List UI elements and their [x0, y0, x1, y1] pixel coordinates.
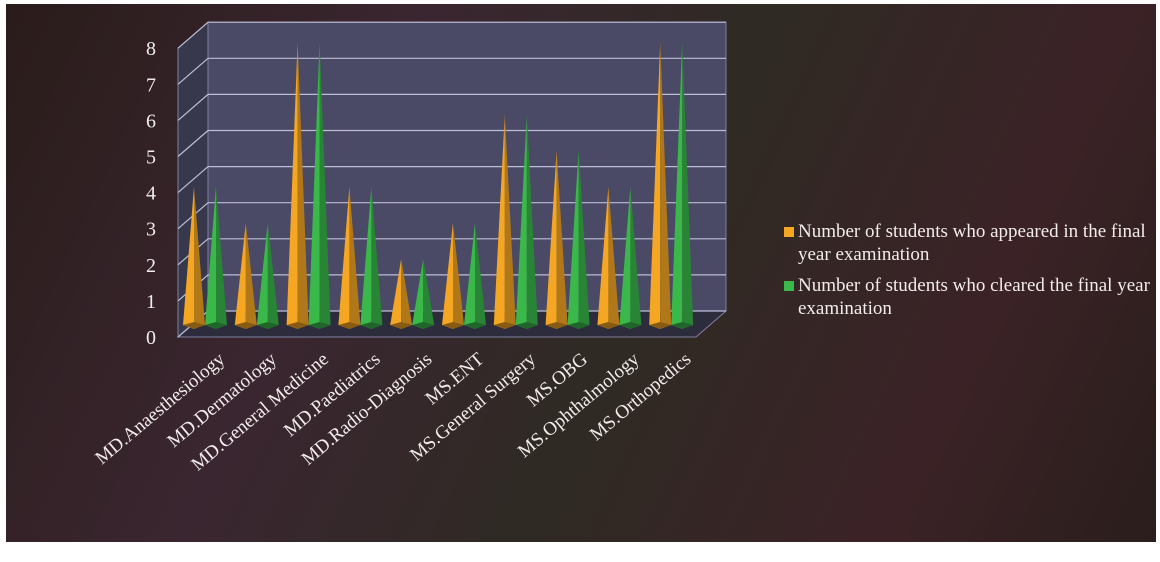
cone-base [545, 322, 568, 329]
cone-side [267, 222, 279, 329]
gridline [177, 57, 726, 85]
legend: Number of students who appeared in the f… [784, 220, 1160, 328]
cone-side [556, 150, 568, 329]
cone-base [205, 322, 227, 329]
cone-side [423, 258, 435, 329]
y-tick-label: 2 [146, 255, 156, 277]
y-tick-label: 5 [146, 147, 156, 169]
y-tick-label: 4 [146, 183, 156, 205]
cone-front [205, 186, 216, 329]
cone-front [464, 222, 475, 329]
gridline [177, 21, 726, 49]
cone-side [319, 42, 331, 329]
legend-swatch-appeared [784, 227, 794, 237]
cone-base [493, 322, 516, 329]
cone-front [412, 258, 424, 329]
cone-front [515, 114, 527, 330]
y-tick-label: 3 [146, 219, 156, 241]
cone-front [338, 186, 350, 329]
cone-side [349, 186, 361, 329]
cone-base [619, 322, 642, 329]
chart-frame: 0 1 2 3 4 5 6 7 8 MD.Anaesthesiology MD.Dermatolog… [6, 4, 1156, 542]
cone-side [371, 186, 383, 329]
cone-base [360, 322, 383, 329]
y-tick-label: 0 [146, 327, 156, 349]
cone-side [297, 42, 309, 329]
cone-base [515, 322, 538, 329]
cone-side [608, 186, 620, 329]
bar-chart: 012345678MD.AnaesthesiologyMD.Dermatolog… [92, 21, 728, 475]
cone-base [464, 322, 486, 329]
cone-front [183, 186, 194, 329]
cone-side [216, 186, 227, 329]
cone-side [682, 42, 694, 329]
cone-front [234, 222, 246, 329]
cone-base [256, 322, 279, 329]
cone-base [234, 322, 257, 329]
cone-front [493, 114, 505, 330]
cone-base [649, 322, 672, 329]
cone-front [286, 42, 298, 329]
legend-label-cleared: Number of students who cleared the final… [798, 275, 1150, 319]
cone-base [597, 322, 620, 329]
gridline [177, 93, 726, 121]
cone-side [475, 222, 486, 329]
cone-front [597, 186, 609, 329]
legend-swatch-cleared [784, 281, 794, 291]
y-tick-label: 7 [146, 74, 156, 96]
cone-side [630, 186, 642, 329]
cone-side [578, 150, 590, 329]
cone-base [567, 322, 590, 329]
cone-side [504, 114, 516, 330]
cone-base [442, 322, 464, 329]
cone-base [286, 322, 309, 329]
cone-front [671, 42, 683, 329]
cone-base [338, 322, 361, 329]
cone-front [308, 42, 320, 329]
cone-base [671, 322, 694, 329]
cone-side [526, 114, 538, 330]
cone-base [412, 322, 435, 329]
cone-side [245, 222, 257, 329]
cone-front [390, 258, 402, 329]
legend-item-cleared: Number of students who cleared the final… [784, 274, 1160, 320]
cone-side [453, 222, 464, 329]
cone-front [619, 186, 631, 329]
cone-base [183, 322, 205, 329]
cone-base [390, 322, 413, 329]
cone-front [649, 42, 661, 329]
cone-side [401, 258, 413, 329]
y-tick-label: 6 [146, 110, 156, 132]
cone-front [545, 150, 557, 329]
cone-front [256, 222, 268, 329]
cone-front [567, 150, 579, 329]
y-tick-label: 1 [146, 291, 156, 313]
cone-side [194, 186, 205, 329]
cone-side [660, 42, 672, 329]
cone-front [360, 186, 372, 329]
cone-base [308, 322, 331, 329]
cone-front [442, 222, 453, 329]
legend-item-appeared: Number of students who appeared in the f… [784, 220, 1160, 266]
gridline [177, 129, 726, 157]
legend-label-appeared: Number of students who appeared in the f… [798, 221, 1146, 265]
y-tick-label: 8 [146, 38, 156, 60]
gridline [177, 166, 726, 194]
